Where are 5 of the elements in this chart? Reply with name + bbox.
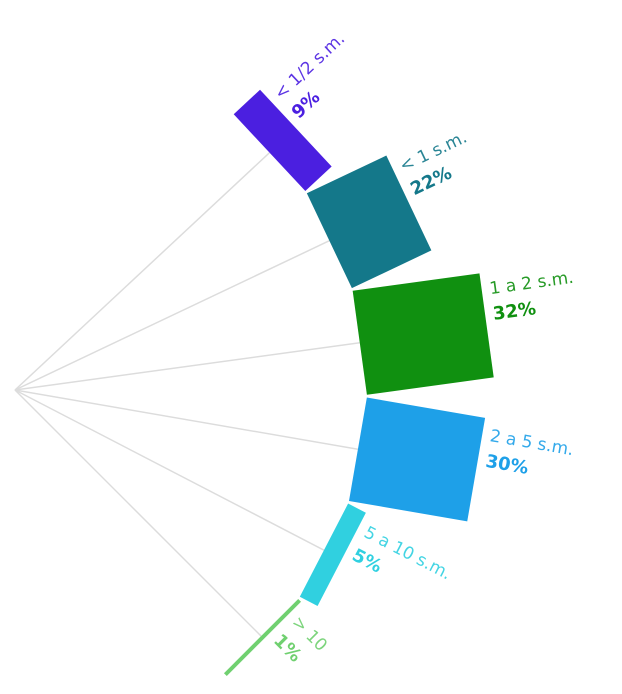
data-label: 9%	[288, 86, 324, 124]
data-label: 1%	[269, 630, 306, 667]
category-label: 1 a 2 s.m.	[488, 268, 575, 300]
data-label: 32%	[492, 298, 538, 325]
data-label: 30%	[484, 450, 530, 479]
